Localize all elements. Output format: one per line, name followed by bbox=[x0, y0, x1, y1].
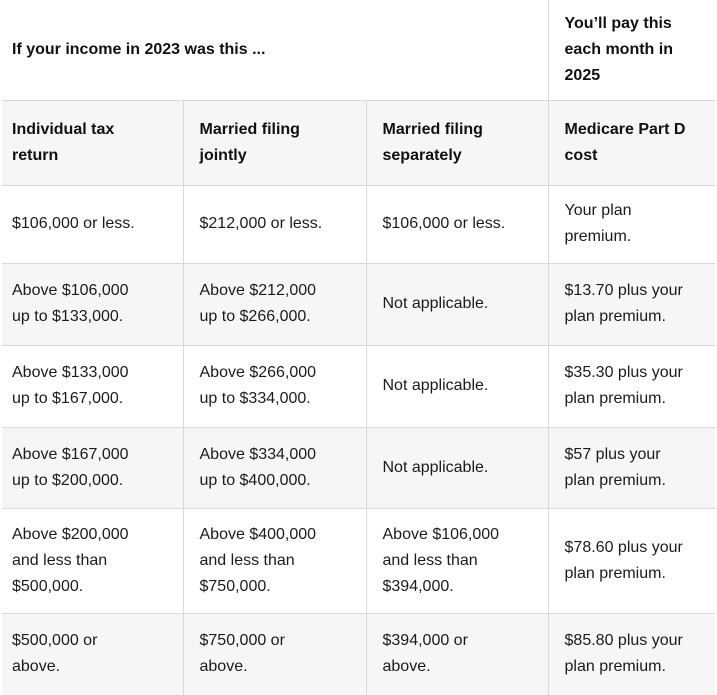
individual-income-cell: Above $106,000 up to $133,000. bbox=[2, 262, 183, 345]
table-row: Above $106,000 up to $133,000. Above $21… bbox=[2, 262, 716, 345]
column-header-medicare-part-d-cost: Medicare Part D cost bbox=[547, 99, 716, 185]
individual-income-cell: $106,000 or less. bbox=[2, 184, 183, 263]
table-row: $106,000 or less. $212,000 or less. $106… bbox=[2, 184, 716, 263]
married-jointly-income-cell: Above $400,000 and less than $750,000. bbox=[182, 507, 366, 613]
married-jointly-income-cell: $750,000 or above. bbox=[182, 612, 366, 695]
married-separately-income-cell: Not applicable. bbox=[365, 426, 549, 508]
married-jointly-income-cell: $212,000 or less. bbox=[182, 184, 366, 263]
part-d-cost-cell: $78.60 plus your plan premium. bbox=[547, 507, 716, 613]
table-header-row-top: If your income in 2023 was this ... You’… bbox=[2, 0, 716, 100]
individual-income-cell: Above $200,000 and less than $500,000. bbox=[2, 507, 183, 613]
part-d-cost-cell: Your plan premium. bbox=[547, 184, 716, 263]
married-separately-income-cell: Above $106,000 and less than $394,000. bbox=[365, 507, 549, 613]
married-separately-income-cell: $394,000 or above. bbox=[365, 612, 549, 695]
individual-income-cell: $500,000 or above. bbox=[2, 612, 183, 695]
married-separately-income-cell: $106,000 or less. bbox=[365, 184, 549, 263]
column-header-married-filing-separately: Married filing separately bbox=[365, 99, 549, 185]
part-d-cost-cell: $57 plus your plan premium. bbox=[547, 426, 716, 508]
table-row: $500,000 or above. $750,000 or above. $3… bbox=[2, 612, 716, 695]
table-row: Above $200,000 and less than $500,000. A… bbox=[2, 507, 716, 613]
married-jointly-income-cell: Above $334,000 up to $400,000. bbox=[182, 426, 366, 508]
part-d-cost-cell: $13.70 plus your plan premium. bbox=[547, 262, 716, 345]
part-d-cost-cell: $85.80 plus your plan premium. bbox=[547, 612, 716, 695]
married-separately-income-cell: Not applicable. bbox=[365, 344, 549, 427]
married-jointly-income-cell: Above $266,000 up to $334,000. bbox=[182, 344, 366, 427]
married-separately-income-cell: Not applicable. bbox=[365, 262, 549, 345]
table-header-row-columns: Individual tax return Married filing joi… bbox=[2, 99, 716, 185]
column-header-married-filing-jointly: Married filing jointly bbox=[182, 99, 366, 185]
individual-income-cell: Above $133,000 up to $167,000. bbox=[2, 344, 183, 427]
column-header-individual-tax-return: Individual tax return bbox=[2, 99, 183, 185]
pay-month-header: You’ll pay this each month in 2025 bbox=[547, 0, 716, 100]
table-row: Above $133,000 up to $167,000. Above $26… bbox=[2, 344, 716, 427]
income-year-header: If your income in 2023 was this ... bbox=[2, 0, 549, 100]
individual-income-cell: Above $167,000 up to $200,000. bbox=[2, 426, 183, 508]
table-row: Above $167,000 up to $200,000. Above $33… bbox=[2, 426, 716, 508]
married-jointly-income-cell: Above $212,000 up to $266,000. bbox=[182, 262, 366, 345]
part-d-cost-cell: $35.30 plus your plan premium. bbox=[547, 344, 716, 427]
